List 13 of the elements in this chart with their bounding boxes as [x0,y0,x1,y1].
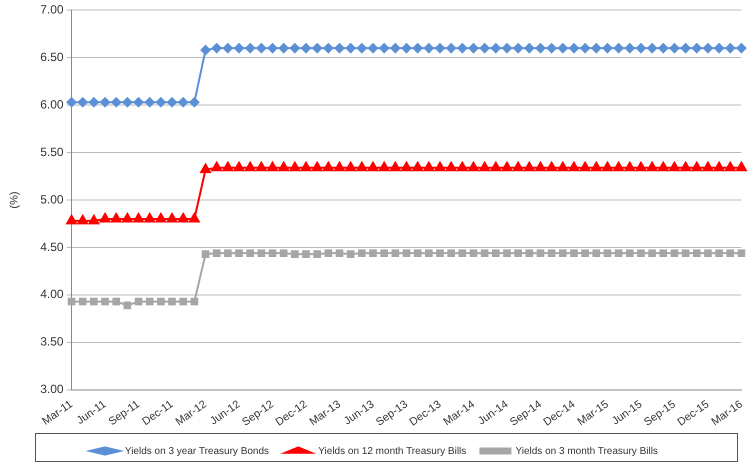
y-axis-title: (%) [8,191,21,209]
y-tick-label: 6.00 [40,97,64,112]
legend-label: Yields on 3 year Treasury Bonds [124,446,270,457]
legend-label: Yields on 3 month Treasury Bills [515,446,658,457]
y-tick-label: 6.50 [40,50,64,64]
y-tick-label: 3.50 [40,334,64,349]
y-tick-label: 5.00 [40,192,64,206]
y-tick-label: 3.00 [40,382,64,396]
y-tick-label: 5.50 [40,144,64,159]
y-tick-label: 4.00 [40,287,64,302]
y-tick-label: 4.50 [40,240,64,254]
legend-label: Yields on 12 month Treasury Bills [318,446,466,457]
y-tick-label: 7.00 [40,2,64,17]
